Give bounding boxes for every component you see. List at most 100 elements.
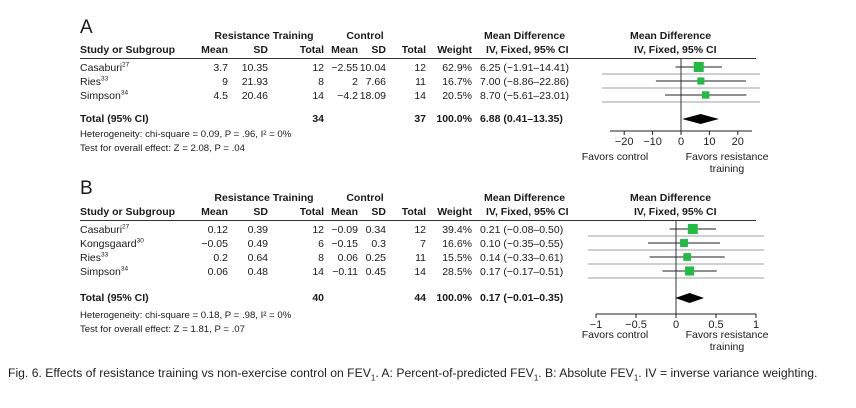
total-weight: 100.0% (436, 113, 472, 125)
header-plot-sub: IV, Fixed, 95% CI (634, 206, 717, 218)
study-name: Casaburi27 (80, 61, 130, 74)
study-name: Simpson34 (80, 265, 129, 278)
c-mean: 0.06 (337, 252, 358, 264)
rt-sd: 0.48 (247, 266, 268, 278)
rt-mean: 9 (222, 76, 228, 88)
panel-letter: A (80, 17, 93, 38)
rt-sd: 20.46 (241, 90, 268, 102)
x-tick-label: −20 (615, 136, 634, 148)
rt-sd: 10.35 (241, 62, 268, 74)
ci-text: 0.17 (−0.17–0.51) (480, 266, 564, 278)
c-mean: −2.55 (331, 62, 358, 74)
header-c-total: Total (401, 44, 426, 56)
header-study: Study or Subgroup (80, 44, 176, 56)
header-plot-title: Mean Difference (630, 192, 712, 204)
c-mean: −0.11 (332, 266, 358, 278)
rt-mean: 0.2 (213, 252, 228, 264)
header-c-mean: Mean (331, 206, 358, 218)
header-rt-sd: SD (253, 44, 268, 56)
x-tick-label: 0 (673, 319, 679, 331)
c-mean: −4.2 (337, 90, 358, 102)
rt-mean: 4.5 (213, 90, 228, 102)
c-total: 12 (414, 62, 426, 74)
c-total: 14 (414, 266, 426, 278)
total-c: 37 (414, 113, 426, 125)
rt-mean: 3.7 (213, 62, 228, 74)
study-name: Simpson34 (80, 89, 129, 102)
header-c-sd: SD (371, 206, 386, 218)
overall-effect-note: Test for overall effect: Z = 1.81, P = .… (80, 324, 245, 335)
study-marker (697, 77, 705, 85)
c-total: 11 (415, 76, 426, 88)
rt-total: 6 (318, 238, 324, 250)
header-c-total: Total (401, 206, 426, 218)
header-plot-title: Mean Difference (630, 30, 712, 42)
x-tick-label: 0.5 (708, 319, 723, 331)
rt-total: 12 (312, 224, 324, 236)
study-marker (683, 253, 692, 261)
study-marker (680, 239, 688, 247)
header-resistance-training: Resistance Training (214, 192, 314, 204)
header-weight: Weight (437, 44, 472, 56)
c-sd: 7.66 (365, 76, 386, 88)
header-rt-mean: Mean (201, 206, 228, 218)
ci-text: 0.14 (−0.33–0.61) (480, 252, 564, 264)
header-rt-total: Total (299, 206, 324, 218)
heterogeneity-note: Heterogeneity: chi-square = 0.09, P = .9… (80, 129, 292, 140)
header-rule (80, 58, 756, 59)
rt-total: 14 (312, 266, 324, 278)
c-total: 11 (415, 252, 426, 264)
weight: 16.6% (442, 238, 472, 250)
panel-b: B Resistance Training Control Mean Diffe… (0, 176, 856, 362)
favors-right-label: Favors resistance training (685, 329, 769, 353)
header-md-title: Mean Difference (484, 30, 566, 42)
favors-left-label: Favors control (581, 151, 649, 163)
header-rule (80, 220, 756, 221)
header-c-sd: SD (371, 44, 386, 56)
header-control: Control (346, 30, 384, 42)
rt-total: 14 (312, 90, 324, 102)
header-plot-sub: IV, Fixed, 95% CI (634, 44, 717, 56)
c-sd: 0.3 (371, 238, 386, 250)
total-label: Total (95% CI) (80, 113, 149, 125)
rt-sd: 0.49 (247, 238, 268, 250)
x-tick-label: −10 (643, 136, 662, 148)
x-tick-label: 20 (732, 136, 744, 148)
weight: 28.5% (442, 266, 472, 278)
x-tick-label: −0.5 (625, 319, 647, 331)
overall-effect-note: Test for overall effect: Z = 2.08, P = .… (80, 143, 245, 154)
ci-text: 0.10 (−0.35–0.55) (480, 238, 564, 250)
c-sd: 18.09 (359, 90, 386, 102)
panel-a: A Resistance Training Control Mean Diffe… (0, 0, 856, 180)
study-marker (693, 62, 704, 72)
header-control: Control (346, 192, 384, 204)
study-marker (701, 91, 710, 99)
header-resistance-training: Resistance Training (214, 30, 314, 42)
forest-plot-a: −20 −10 0 10 20 (602, 59, 760, 148)
header-rt-sd: SD (253, 206, 268, 218)
pooled-diamond (682, 114, 719, 124)
x-tick-label: 10 (703, 136, 715, 148)
ci-text: 7.00 (−8.86–22.86) (480, 76, 570, 88)
study-marker (685, 266, 695, 276)
forest-plot-b: −1 −0.5 0 0.5 1 (588, 221, 764, 331)
ci-text: 0.21 (−0.08–0.50) (480, 224, 564, 236)
header-rt-mean: Mean (201, 44, 228, 56)
weight: 39.4% (442, 224, 472, 236)
header-md-sub: IV, Fixed, 95% CI (486, 44, 569, 56)
weight: 20.5% (442, 90, 472, 102)
c-mean: 2 (352, 76, 358, 88)
c-sd: 0.34 (365, 224, 386, 236)
total-c: 44 (414, 292, 426, 304)
weight: 15.5% (442, 252, 472, 264)
header-weight: Weight (437, 206, 472, 218)
header-c-mean: Mean (331, 44, 358, 56)
c-mean: −0.09 (331, 224, 358, 236)
c-sd: 10.04 (359, 62, 386, 74)
total-weight: 100.0% (436, 292, 472, 304)
weight: 16.7% (442, 76, 472, 88)
x-tick-label: 0 (678, 136, 684, 148)
rt-mean: −0.05 (201, 238, 228, 250)
rt-mean: 0.06 (207, 266, 228, 278)
study-name: Ries33 (80, 251, 109, 264)
